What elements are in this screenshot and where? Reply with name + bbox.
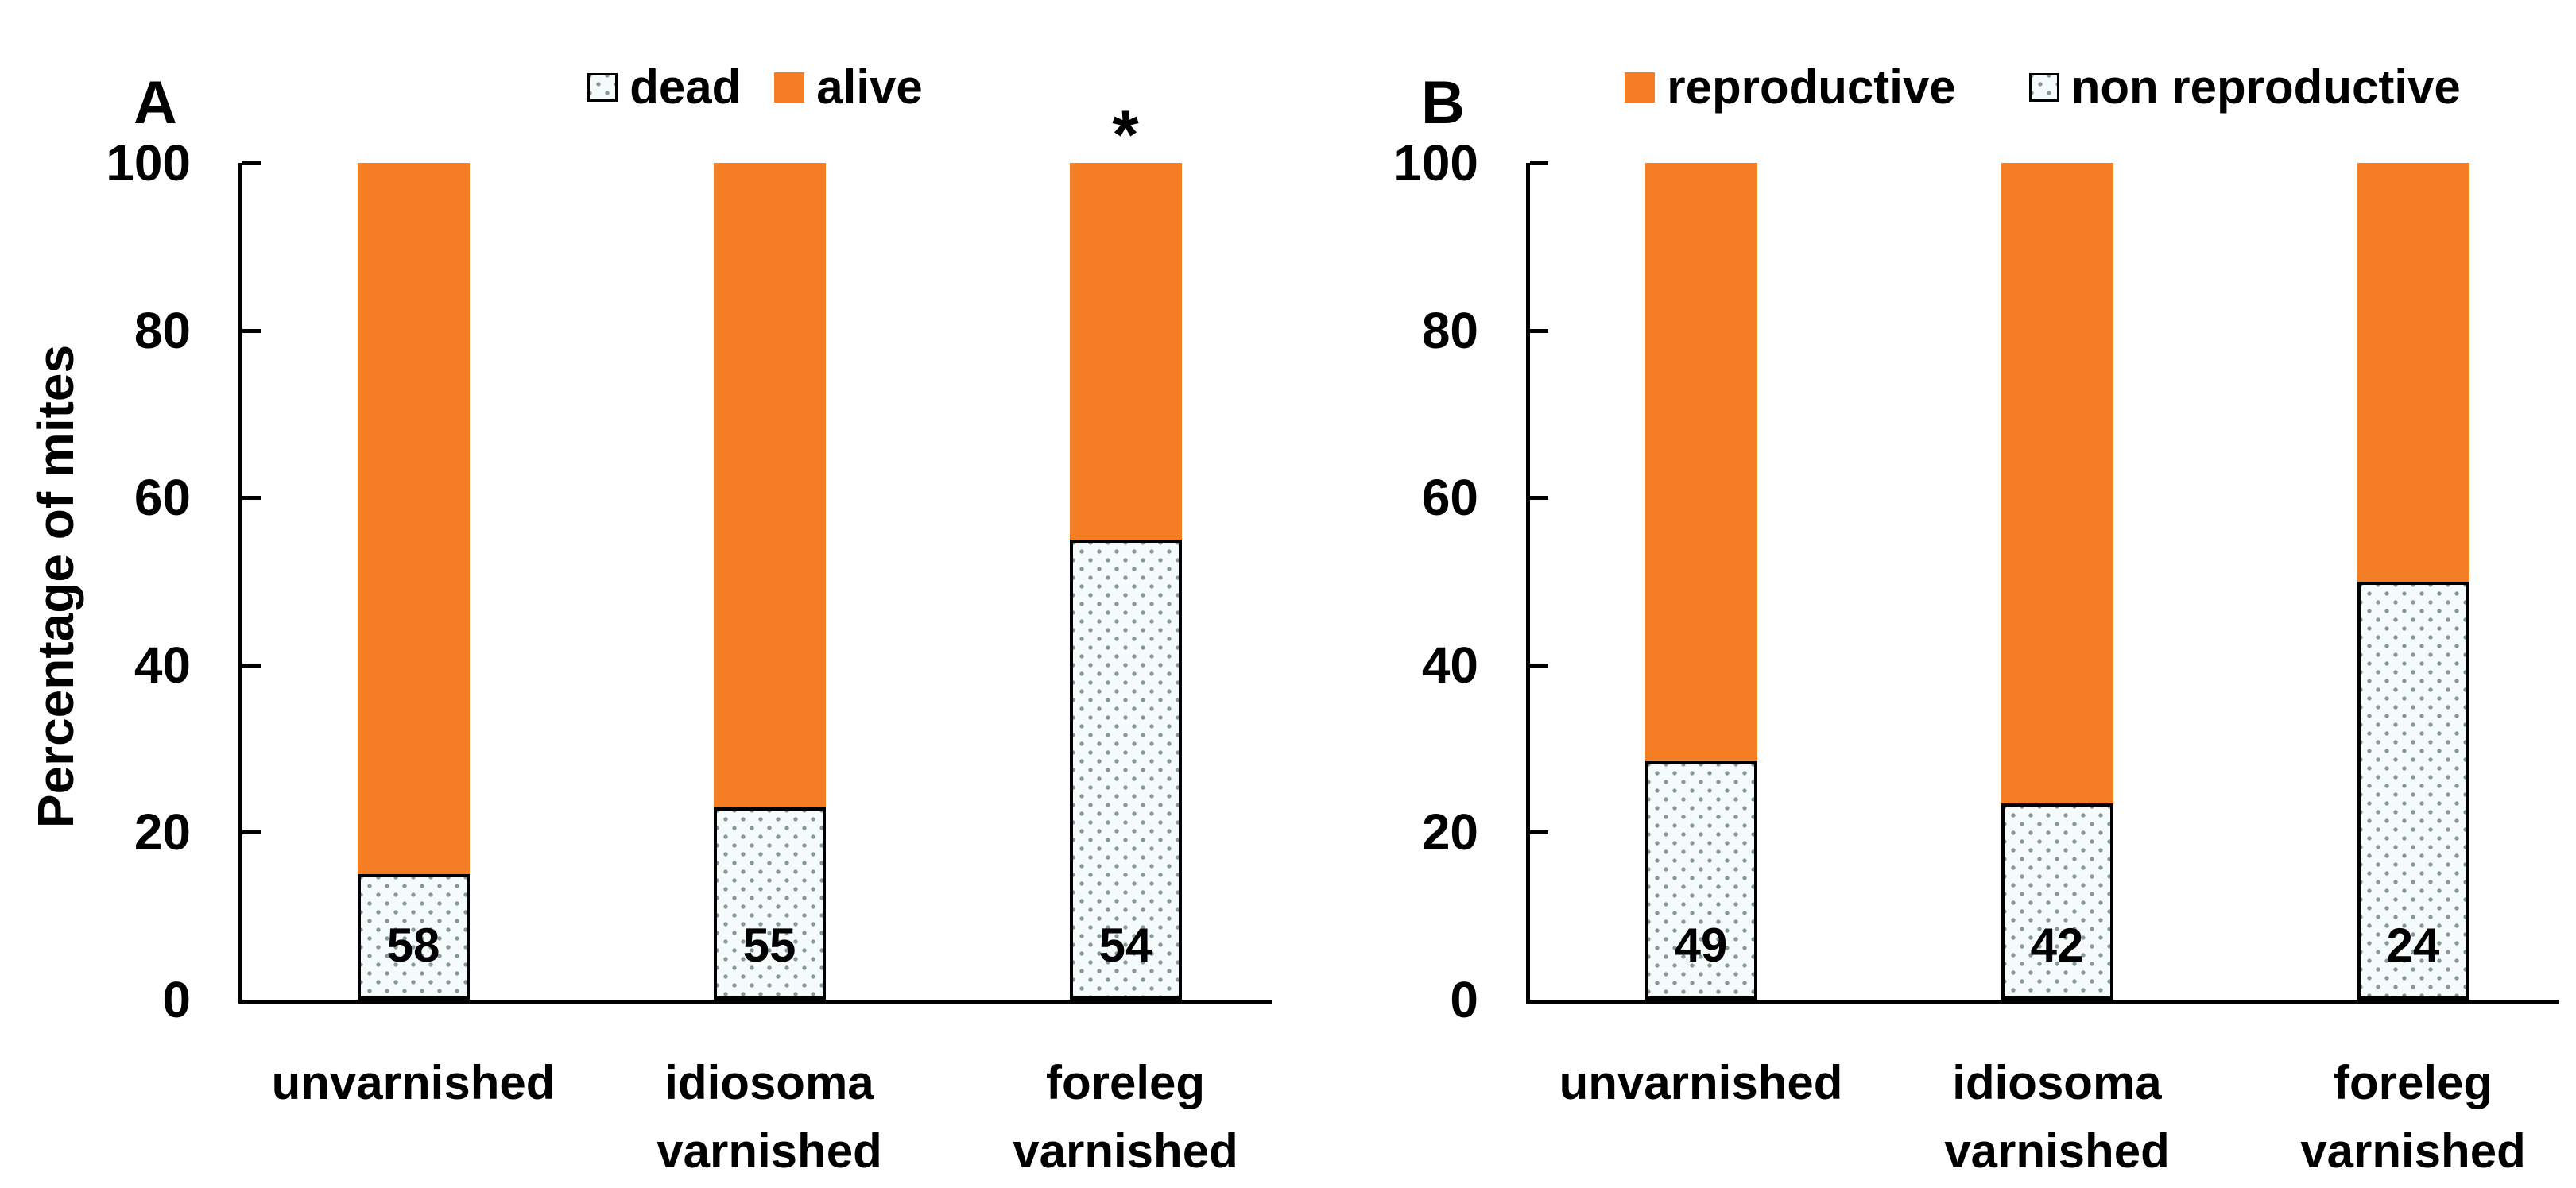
bar-segment-alive (357, 163, 470, 875)
stacked-bar: 42 (2001, 163, 2113, 1000)
non-reproductive-swatch-icon (2028, 73, 2059, 102)
y-tick (242, 496, 261, 501)
legend-label-reproductive: reproductive (1667, 60, 1956, 114)
bar-count-label: 49 (1674, 919, 1728, 972)
panel-a-letter: A (134, 69, 177, 137)
x-category-label: unvarnished (1559, 1056, 1843, 1109)
panel-b-legend: reproductive non reproductive (1526, 64, 2559, 111)
stacked-bar: 55 (713, 163, 826, 1000)
x-category-label: idiosoma varnished (657, 1056, 882, 1178)
bar-count-label: 58 (386, 919, 440, 972)
y-tick (242, 161, 261, 165)
stacked-bar: 58 (357, 163, 470, 1000)
bar-count-label: 55 (742, 919, 796, 972)
bar-segment-dead (1069, 539, 1182, 1000)
y-tick-label: 100 (1393, 134, 1478, 192)
legend-item-reproductive: reproductive (1625, 60, 1956, 114)
y-tick-label: 20 (1421, 803, 1478, 861)
dead-swatch-icon (587, 73, 618, 102)
bar-segment-non-reproductive (1644, 760, 1757, 1000)
x-category-label: foreleg varnished (1013, 1056, 1238, 1178)
stacked-bar: 24 (2357, 163, 2469, 1000)
stacked-bar: 54 (1069, 163, 1182, 1000)
y-tick-label: 0 (1450, 971, 1478, 1028)
bar-segment-alive (713, 163, 826, 807)
x-category-label: unvarnished (271, 1056, 556, 1109)
legend-item-alive: alive (774, 60, 923, 114)
panel-b-letter: B (1421, 69, 1465, 137)
y-tick-label: 40 (134, 636, 191, 694)
bar-segment-non-reproductive (2357, 581, 2469, 1000)
legend-label-non-reproductive: non reproductive (2070, 60, 2461, 114)
bar-segment-dead (357, 874, 470, 1000)
panel-a-plot: 0 20 40 60 80 100 58 unvarnished 55 idiosoma varn… (106, 101, 1272, 1178)
y-tick-label: 80 (134, 301, 191, 359)
y-tick (1530, 161, 1548, 165)
y-tick (242, 663, 261, 668)
panel-b-plot: 0 20 40 60 80 100 49 unvarnished 42 idiosoma varn… (1393, 137, 2559, 1178)
y-axis-line (1526, 163, 1530, 1004)
reproductive-swatch-icon (1625, 72, 1656, 103)
bar-segment-reproductive (1644, 163, 1757, 761)
bar-segment-non-reproductive (2001, 803, 2113, 1000)
y-tick (1530, 328, 1548, 333)
legend-label-dead: dead (629, 60, 742, 114)
x-axis-line (238, 1000, 1272, 1004)
alive-swatch-icon (774, 72, 805, 103)
panel-a-legend: dead alive (238, 64, 1272, 111)
y-tick (242, 830, 261, 835)
y-tick (242, 328, 261, 333)
y-tick-label: 80 (1421, 301, 1478, 359)
bar-segment-alive (1069, 163, 1182, 540)
y-tick-label: 60 (1421, 469, 1478, 527)
y-tick (1530, 830, 1548, 835)
legend-item-non-reproductive: non reproductive (2028, 60, 2461, 114)
y-tick-label: 100 (106, 134, 191, 192)
legend-label-alive: alive (816, 60, 923, 114)
y-tick-label: 20 (134, 803, 191, 861)
panel-b: B reproductive non reproductive 0 20 40 60 8… (1288, 0, 2576, 1188)
y-tick-label: 60 (134, 469, 191, 527)
x-axis-line (1526, 1000, 2559, 1004)
bar-segment-reproductive (2001, 163, 2113, 803)
y-axis-title: Percentage of mites (27, 344, 84, 829)
bar-count-label: 42 (2030, 919, 2084, 972)
bar-segment-reproductive (2357, 163, 2469, 582)
x-category-label: foreleg varnished (2300, 1056, 2526, 1178)
y-tick-label: 0 (162, 971, 191, 1028)
stacked-bar: 49 (1644, 163, 1757, 1000)
panel-a: A dead alive Percentage of mites 0 20 40 60… (27, 64, 1272, 1178)
bar-segment-dead (713, 807, 826, 1000)
significance-asterisk: * (1112, 97, 1139, 173)
legend-item-dead: dead (587, 64, 741, 111)
bar-count-label: 24 (2386, 919, 2440, 972)
y-tick (1530, 663, 1548, 668)
bar-count-label: 54 (1098, 919, 1152, 972)
y-tick-label: 40 (1421, 636, 1478, 694)
x-category-label: idiosoma varnished (1944, 1056, 2170, 1178)
y-tick (1530, 496, 1548, 501)
y-axis-line (238, 163, 242, 1004)
